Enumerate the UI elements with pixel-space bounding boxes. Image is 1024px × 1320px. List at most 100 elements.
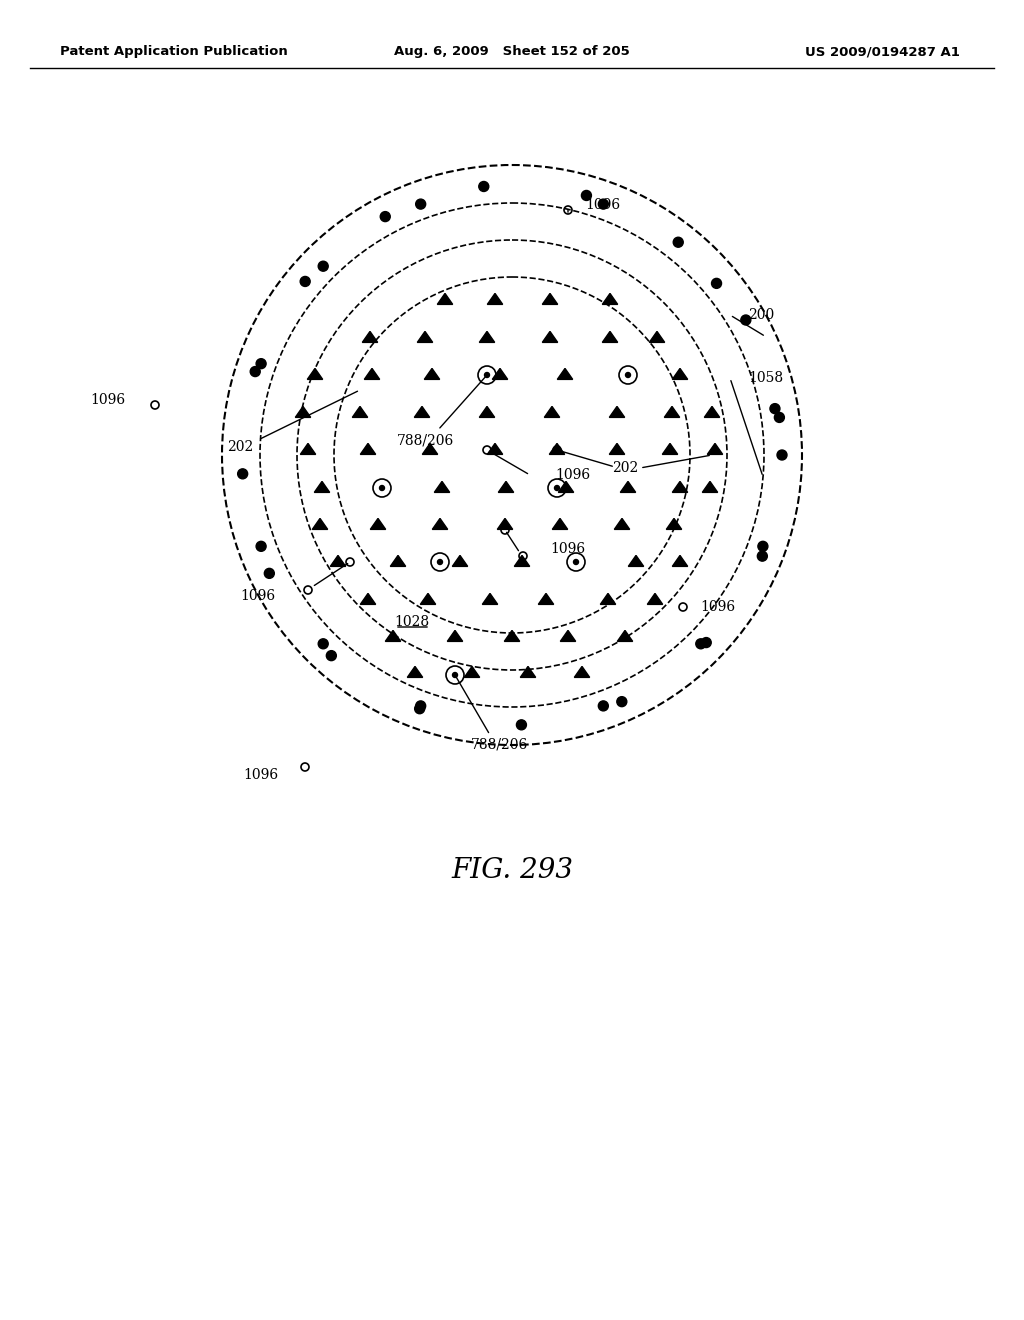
Circle shape [573, 560, 579, 565]
Polygon shape [667, 519, 682, 529]
Circle shape [318, 261, 329, 271]
Text: US 2009/0194287 A1: US 2009/0194287 A1 [805, 45, 961, 58]
Circle shape [701, 638, 712, 648]
Polygon shape [621, 482, 636, 492]
Circle shape [740, 315, 751, 325]
Polygon shape [300, 444, 315, 454]
Polygon shape [479, 407, 495, 417]
Polygon shape [617, 631, 633, 642]
Circle shape [616, 697, 627, 706]
Text: 1096: 1096 [585, 198, 621, 213]
Polygon shape [647, 594, 663, 605]
Polygon shape [543, 293, 558, 305]
Circle shape [555, 486, 559, 491]
Polygon shape [539, 594, 554, 605]
Polygon shape [673, 482, 688, 492]
Text: 1096: 1096 [555, 469, 590, 482]
Text: 788/206: 788/206 [397, 433, 455, 447]
Polygon shape [307, 368, 323, 379]
Circle shape [437, 560, 442, 565]
Circle shape [256, 359, 266, 368]
Polygon shape [420, 594, 435, 605]
Polygon shape [705, 407, 720, 417]
Circle shape [416, 199, 426, 209]
Text: 1096: 1096 [550, 543, 585, 556]
Polygon shape [614, 519, 630, 529]
Polygon shape [673, 556, 688, 566]
Circle shape [582, 190, 592, 201]
Polygon shape [464, 667, 479, 677]
Polygon shape [424, 368, 439, 379]
Polygon shape [499, 482, 514, 492]
Polygon shape [295, 407, 310, 417]
Circle shape [598, 199, 608, 209]
Polygon shape [453, 556, 468, 566]
Polygon shape [360, 594, 376, 605]
Polygon shape [552, 519, 567, 529]
Polygon shape [418, 331, 433, 342]
Text: FIG. 293: FIG. 293 [451, 857, 573, 883]
Polygon shape [390, 556, 406, 566]
Polygon shape [665, 407, 680, 417]
Circle shape [256, 541, 266, 552]
Text: 788/206: 788/206 [471, 738, 528, 752]
Polygon shape [629, 556, 644, 566]
Polygon shape [362, 331, 378, 342]
Circle shape [770, 404, 780, 413]
Circle shape [453, 672, 458, 677]
Polygon shape [312, 519, 328, 529]
Polygon shape [549, 444, 564, 454]
Polygon shape [447, 631, 463, 642]
Text: 1096: 1096 [700, 601, 735, 614]
Polygon shape [557, 368, 572, 379]
Text: 1058: 1058 [748, 371, 783, 385]
Text: 202: 202 [611, 461, 638, 475]
Circle shape [758, 552, 767, 561]
Polygon shape [708, 444, 723, 454]
Polygon shape [609, 444, 625, 454]
Polygon shape [487, 293, 503, 305]
Polygon shape [314, 482, 330, 492]
Circle shape [712, 279, 722, 288]
Polygon shape [352, 407, 368, 417]
Circle shape [516, 719, 526, 730]
Polygon shape [574, 667, 590, 677]
Text: 1096: 1096 [243, 768, 278, 781]
Text: Aug. 6, 2009   Sheet 152 of 205: Aug. 6, 2009 Sheet 152 of 205 [394, 45, 630, 58]
Text: 1096: 1096 [90, 393, 125, 407]
Polygon shape [558, 482, 573, 492]
Polygon shape [331, 556, 346, 566]
Polygon shape [487, 444, 503, 454]
Polygon shape [434, 482, 450, 492]
Circle shape [758, 541, 768, 552]
Circle shape [250, 367, 260, 376]
Polygon shape [493, 368, 508, 379]
Polygon shape [543, 331, 558, 342]
Circle shape [598, 701, 608, 711]
Polygon shape [415, 407, 430, 417]
Polygon shape [408, 667, 423, 677]
Polygon shape [365, 368, 380, 379]
Polygon shape [649, 331, 665, 342]
Circle shape [327, 651, 336, 660]
Text: 1028: 1028 [394, 615, 429, 630]
Circle shape [484, 372, 489, 378]
Circle shape [380, 211, 390, 222]
Text: Patent Application Publication: Patent Application Publication [60, 45, 288, 58]
Circle shape [416, 701, 426, 711]
Circle shape [318, 639, 329, 649]
Polygon shape [545, 407, 560, 417]
Circle shape [673, 238, 683, 247]
Text: 1096: 1096 [240, 589, 275, 603]
Circle shape [415, 704, 425, 714]
Polygon shape [520, 667, 536, 677]
Circle shape [380, 486, 384, 491]
Polygon shape [560, 631, 575, 642]
Polygon shape [600, 594, 615, 605]
Text: 202: 202 [227, 440, 253, 454]
Polygon shape [432, 519, 447, 529]
Polygon shape [514, 556, 529, 566]
Circle shape [479, 181, 488, 191]
Polygon shape [482, 594, 498, 605]
Text: 200: 200 [748, 308, 774, 322]
